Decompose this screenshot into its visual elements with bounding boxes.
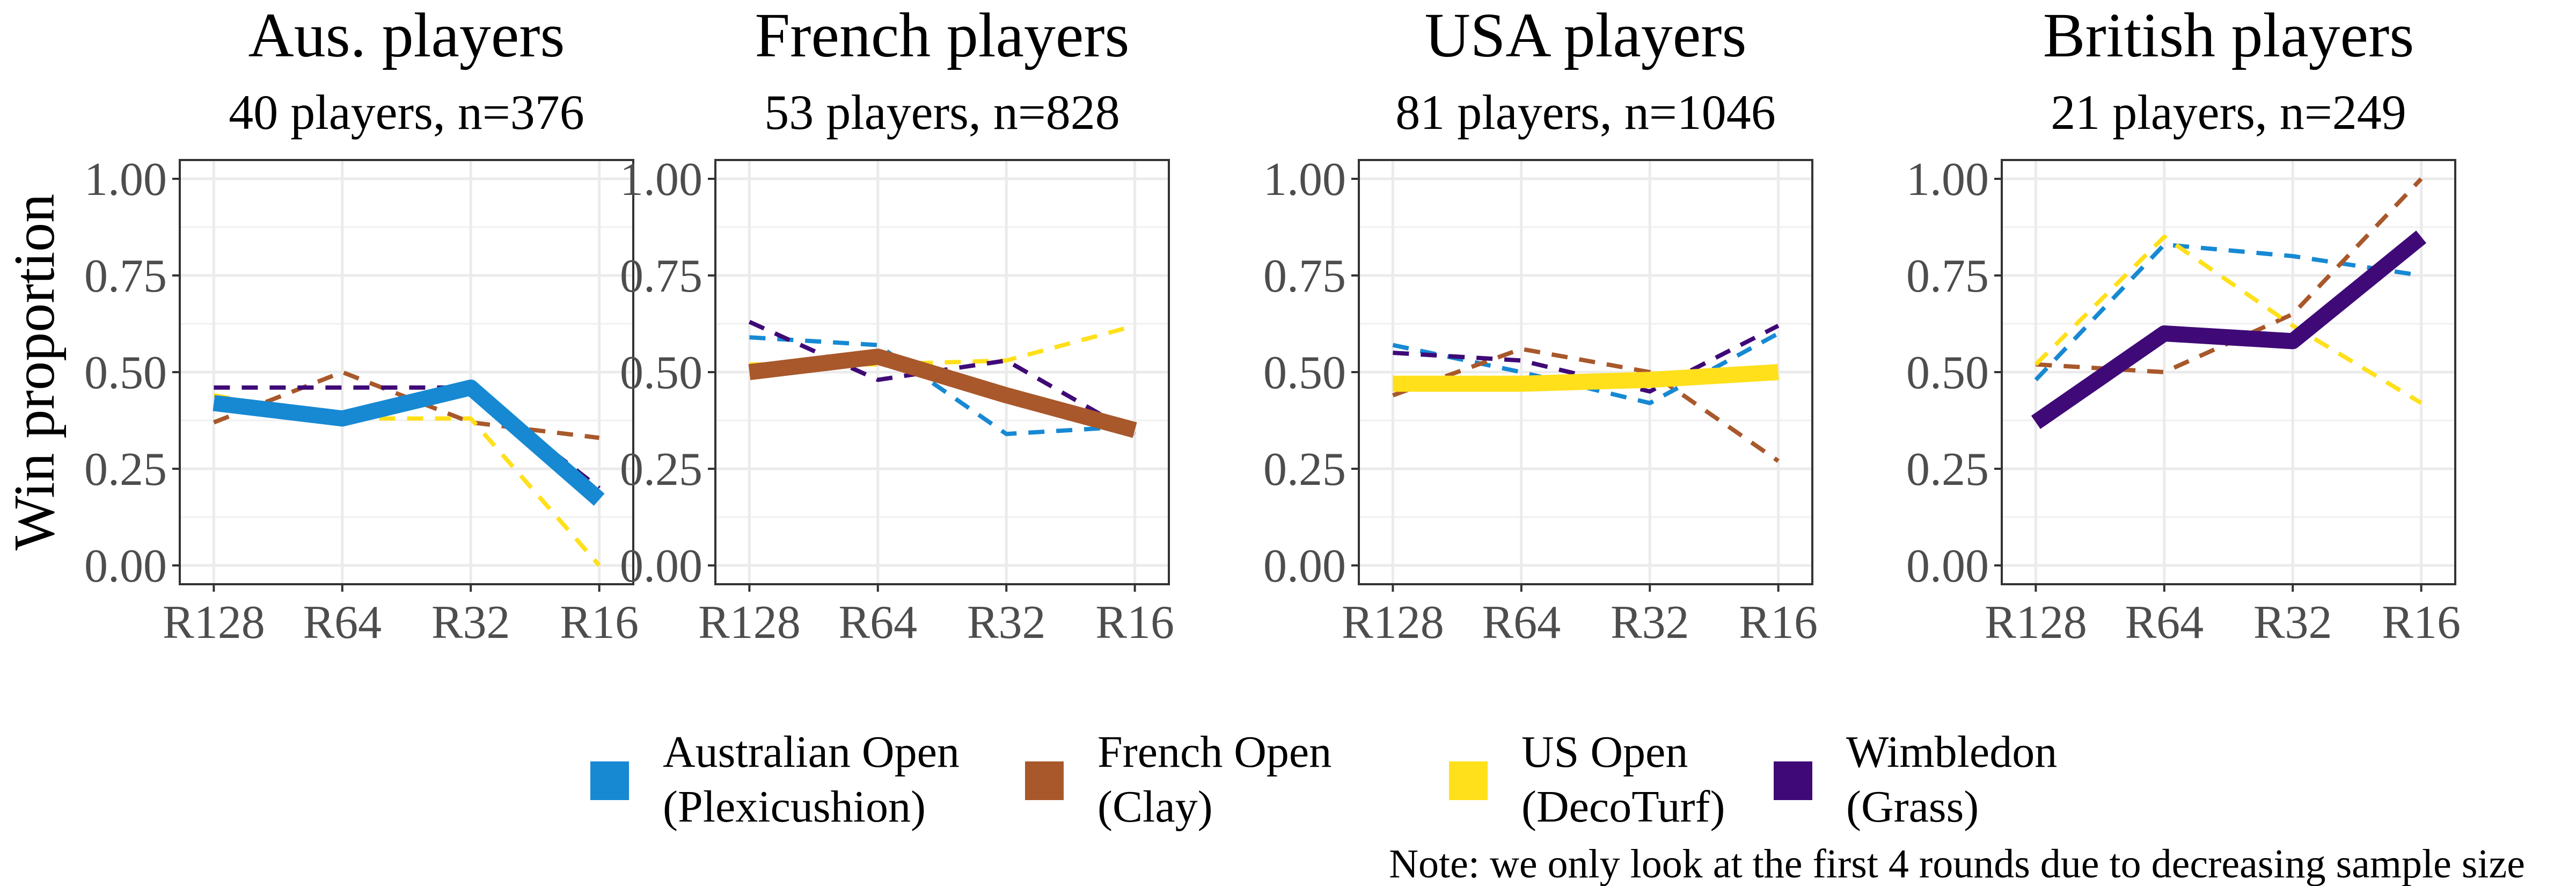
legend-swatch (1774, 761, 1812, 800)
y-tick-label: 0.25 (1906, 444, 1989, 496)
legend-item-wim: Wimbledon(Grass) (1774, 727, 2057, 832)
legend-sublabel: (DecoTurf) (1521, 782, 1725, 832)
series-line-uso (1393, 364, 1779, 392)
x-tick-label: R32 (2253, 597, 2332, 649)
panel-subtitle: 81 players, n=1046 (1395, 85, 1776, 140)
panel-1: Aus. players 40 players, n=376 0.00 0.25 0.5… (84, 0, 639, 649)
y-tick-label: 0.00 (84, 540, 167, 592)
x-tick-label: R64 (2125, 597, 2204, 649)
series-line-fo (748, 348, 1137, 438)
y-tick-label: 1.00 (1906, 154, 1989, 206)
y-tick-label: 0.50 (620, 347, 702, 399)
panel-border (2001, 159, 2456, 585)
legend: Australian Open(Plexicushion) French Open… (590, 727, 2057, 832)
series-line-ao (2034, 242, 2422, 382)
panels-layer: Aus. players 40 players, n=376 0.00 0.25 0.5… (84, 0, 2461, 649)
y-tick-label: 0.75 (84, 250, 167, 302)
legend-swatch (1025, 761, 1064, 800)
series-line-ao (213, 379, 605, 506)
panel-border (1358, 159, 1813, 585)
x-tick-label: R64 (1482, 597, 1561, 649)
y-tick-label: 0.50 (84, 347, 167, 399)
x-tick-label: R16 (560, 597, 639, 649)
legend-item-fo: French Open(Clay) (1025, 727, 1331, 832)
y-axis-label: Win proportion (3, 194, 67, 551)
x-tick-label: R64 (303, 597, 382, 649)
y-tick-label: 0.25 (1263, 444, 1346, 496)
y-tick-label: 0.00 (1263, 540, 1346, 592)
y-tick-label: 0.00 (620, 540, 702, 592)
panel-subtitle: 40 players, n=376 (229, 85, 584, 140)
panel-title: French players (755, 0, 1130, 70)
panel-title: USA players (1425, 0, 1747, 70)
panel-title: Aus. players (248, 0, 565, 70)
panel-border (179, 159, 634, 585)
series-line-ao (749, 335, 1135, 437)
series-line-wim (1393, 324, 1780, 394)
y-tick-label: 1.00 (1263, 154, 1346, 206)
series-line-uso (2034, 235, 2423, 405)
y-tick-label: 0.75 (1906, 250, 1989, 302)
y-tick-label: 0.25 (620, 444, 702, 496)
y-tick-label: 0.75 (1263, 250, 1346, 302)
x-tick-label: R16 (1739, 597, 1818, 649)
legend-label: Wimbledon (1846, 727, 2057, 777)
panel-4: British players 21 players, n=249 0.00 0.25… (1906, 0, 2461, 649)
panel-2: French players 53 players, n=828 0.00 0.25 0… (620, 0, 1174, 649)
y-tick-label: 0.50 (1906, 347, 1989, 399)
series-line-fo (1392, 346, 1780, 463)
footnote: Note: we only look at the first 4 rounds… (1389, 841, 2525, 886)
panel-subtitle: 21 players, n=249 (2051, 85, 2406, 140)
x-tick-label: R128 (163, 597, 265, 649)
x-tick-label: R128 (1342, 597, 1444, 649)
legend-swatch (590, 761, 629, 800)
panel-title: British players (2043, 0, 2414, 70)
x-tick-label: R32 (967, 597, 1046, 649)
x-tick-label: R128 (1985, 597, 2087, 649)
legend-swatch (1449, 761, 1488, 800)
x-tick-label: R32 (431, 597, 510, 649)
panel-subtitle: 53 players, n=828 (764, 85, 1120, 140)
x-tick-label: R32 (1611, 597, 1689, 649)
series-line-wim (2031, 230, 2427, 429)
legend-item-uso: US Open(DecoTurf) (1449, 727, 1725, 832)
y-tick-label: 0.75 (620, 250, 702, 302)
x-tick-label: R16 (1095, 597, 1174, 649)
x-tick-label: R16 (2382, 597, 2461, 649)
legend-sublabel: (Plexicushion) (663, 782, 926, 832)
panel-border (714, 159, 1170, 585)
x-tick-label: R128 (698, 597, 801, 649)
legend-sublabel: (Clay) (1097, 782, 1213, 832)
legend-item-ao: Australian Open(Plexicushion) (590, 727, 960, 832)
y-tick-label: 0.25 (84, 444, 167, 496)
y-tick-label: 1.00 (620, 154, 702, 206)
legend-label: French Open (1097, 727, 1331, 777)
legend-label: Australian Open (663, 727, 960, 777)
legend-label: US Open (1521, 727, 1688, 777)
panel-3: USA players 81 players, n=1046 0.00 0.25 0.5… (1263, 0, 1818, 649)
legend-sublabel: (Grass) (1846, 782, 1979, 832)
y-tick-label: 0.00 (1906, 540, 1989, 592)
y-tick-label: 1.00 (84, 154, 167, 206)
y-tick-label: 0.50 (1263, 347, 1346, 399)
x-tick-label: R64 (838, 597, 917, 649)
